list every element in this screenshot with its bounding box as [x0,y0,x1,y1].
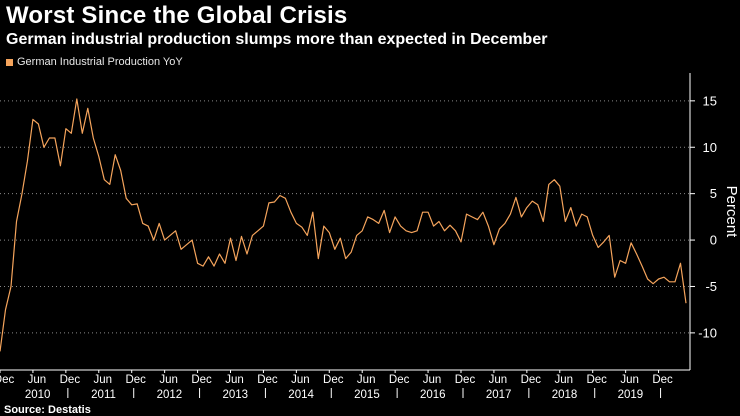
x-year-label: 2017 [486,389,512,401]
y-axis-label: Percent [723,186,740,239]
legend-swatch [6,58,13,66]
x-tick-label: Dec [125,374,146,386]
x-year-label: 2011 [91,389,116,401]
x-year-label: 2018 [552,389,578,401]
chart-subtitle: German industrial production slumps more… [6,31,548,48]
x-tick-label: Dec [455,374,476,386]
x-tick-label: Jun [423,374,442,386]
x-year-label: 2012 [157,389,183,401]
legend-label: German Industrial Production YoY [17,56,183,68]
x-tick-label: Dec [191,374,212,386]
x-tick-label: Dec [652,374,673,386]
x-tick-label: Dec [323,374,344,386]
x-tick-label: Jun [225,374,244,386]
x-tick-label: Dec [521,374,542,386]
source-note: Source: Destatis [4,404,91,416]
x-tick-label: Jun [94,374,113,386]
x-year-label: 2010 [25,389,51,401]
x-tick-label: Jun [159,374,178,386]
y-tick-label: -5 [705,279,717,294]
y-tick-label: 5 [710,186,717,201]
x-tick-label: Dec [389,374,410,386]
x-year-label: 2015 [354,389,380,401]
x-tick-label: Jun [620,374,639,386]
x-tick-label: Jun [555,374,574,386]
x-tick-label: Jun [357,374,376,386]
chart-title: Worst Since the Global Crisis [6,2,348,29]
series-line [0,98,687,352]
x-tick-label: Dec [586,374,607,386]
x-tick-label: Jun [28,374,47,386]
x-tick-label: Dec [257,374,278,386]
y-tick-label: 0 [710,233,717,248]
x-tick-label: Jun [489,374,508,386]
y-tick-label: 10 [703,140,717,155]
x-tick-label: Dec [0,374,14,386]
x-tick-label: Dec [60,374,81,386]
y-tick-label: -10 [698,325,717,340]
x-year-label: 2013 [222,389,248,401]
x-year-label: 2014 [288,389,314,401]
legend: German Industrial Production YoY [6,56,183,68]
x-tick-label: Jun [291,374,310,386]
x-year-label: 2016 [420,389,446,401]
y-tick-label: 15 [703,93,717,108]
x-year-label: 2019 [618,389,644,401]
